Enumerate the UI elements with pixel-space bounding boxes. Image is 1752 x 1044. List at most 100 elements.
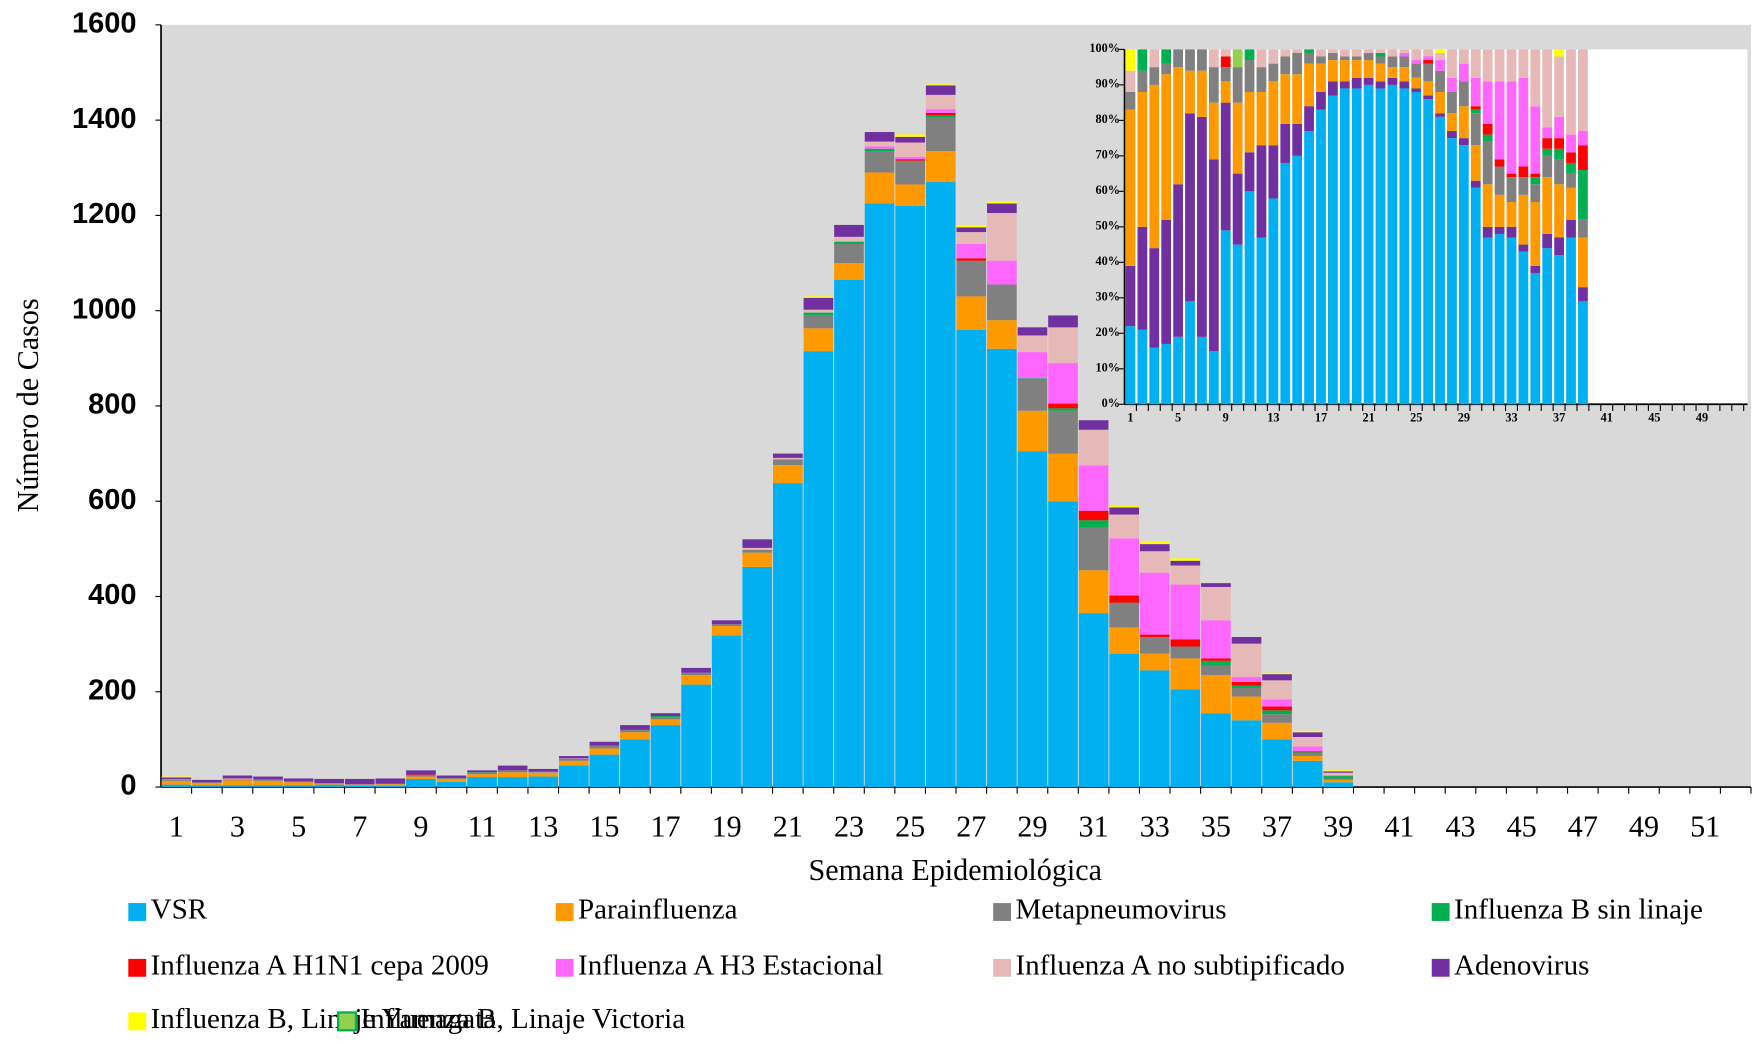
bar-segment	[834, 224, 864, 237]
bar-segment	[1447, 138, 1457, 405]
bar-segment	[1220, 56, 1231, 68]
bar-segment	[1447, 91, 1457, 114]
bar-segment	[1208, 159, 1219, 352]
bar-segment	[864, 203, 895, 788]
bar-segment	[1447, 113, 1457, 132]
x-tick-label: 17	[1315, 411, 1327, 425]
x-tick-label: 51	[1690, 809, 1720, 843]
bar-segment	[1328, 95, 1338, 405]
bar-segment	[1482, 49, 1493, 82]
bar-segment	[1232, 67, 1243, 103]
bar-segment	[1470, 187, 1481, 405]
bar-segment	[803, 328, 834, 352]
bar-segment	[773, 459, 803, 466]
bar-segment	[1566, 162, 1576, 174]
bar-segment	[987, 284, 1017, 321]
bar-segment	[1578, 301, 1588, 405]
bar-segment	[650, 719, 681, 726]
bar-segment	[925, 94, 956, 110]
bar-segment	[1328, 52, 1338, 61]
bar-segment	[222, 780, 253, 786]
bar-segment	[1109, 507, 1140, 515]
bar-segment	[956, 329, 987, 788]
bar-segment	[1482, 123, 1493, 135]
bar-segment	[1554, 184, 1564, 238]
bar-segment	[895, 156, 925, 160]
legend-swatch	[1431, 903, 1450, 921]
bar-segment	[1506, 173, 1517, 178]
bar-segment	[1470, 106, 1481, 110]
bar-segment	[222, 779, 253, 781]
bar-segment	[1578, 49, 1588, 132]
bar-segment	[620, 729, 650, 733]
bar-segment	[1375, 63, 1386, 82]
bar-segment	[1170, 560, 1201, 566]
bar-segment	[1399, 52, 1410, 57]
y-tick-label: 10%	[1096, 361, 1121, 375]
bar-segment	[558, 765, 589, 788]
bar-segment	[650, 716, 681, 718]
bar-segment	[1244, 60, 1255, 92]
bar-segment	[1506, 201, 1517, 227]
bar-segment	[1292, 155, 1303, 405]
bar-segment	[1292, 756, 1323, 761]
bar-segment	[375, 784, 406, 786]
x-tick-label: 13	[1267, 411, 1279, 425]
bar-segment	[1566, 173, 1576, 188]
bar-segment	[1316, 56, 1326, 64]
bar-segment	[1017, 379, 1048, 411]
bar-segment	[1458, 81, 1469, 107]
bar-segment	[1411, 77, 1422, 89]
bar-segment	[1542, 177, 1553, 234]
y-tick-label: 0%	[1102, 396, 1120, 410]
bar-segment	[1125, 70, 1136, 92]
bar-segment	[1280, 74, 1291, 124]
bar-segment	[834, 241, 864, 244]
bar-segment	[1435, 91, 1445, 114]
bar-segment	[1231, 685, 1262, 688]
bar-segment	[1399, 49, 1410, 53]
bar-segment	[1316, 109, 1326, 405]
bar-segment	[1220, 230, 1231, 405]
bar-segment	[1017, 352, 1048, 379]
bar-segment	[1220, 102, 1231, 231]
y-axis-label: Número de Casos	[11, 298, 45, 512]
bar-segment	[1149, 248, 1160, 348]
bar-segment	[161, 776, 192, 778]
bar-segment	[1048, 327, 1078, 364]
bar-segment	[314, 783, 345, 785]
bar-segment	[436, 778, 467, 782]
bar-segment	[1173, 184, 1183, 337]
x-tick-label: 1	[1127, 411, 1133, 425]
bar-segment	[1201, 660, 1231, 666]
bar-segment	[222, 785, 253, 788]
x-tick-label: 37	[1262, 809, 1292, 843]
bar-segment	[1578, 287, 1588, 302]
bar-segment	[1542, 148, 1553, 156]
legend-label: Influenza B sin linaje	[1454, 894, 1703, 926]
y-tick-label: 0	[120, 770, 136, 802]
bar-segment	[1423, 60, 1434, 64]
bar-segment	[1292, 730, 1323, 733]
bar-segment	[1506, 81, 1517, 174]
bar-segment	[1323, 776, 1354, 779]
bar-segment	[192, 779, 222, 783]
bar-segment	[1292, 123, 1303, 156]
bar-segment	[1280, 123, 1291, 163]
x-tick-label: 47	[1568, 809, 1598, 843]
bar-segment	[1494, 233, 1505, 405]
bar-segment	[1078, 420, 1109, 430]
bar-segment	[956, 232, 987, 244]
bar-segment	[1578, 145, 1588, 171]
bar-segment	[773, 457, 803, 460]
bar-segment	[1161, 219, 1172, 344]
bar-segment	[864, 151, 895, 173]
bar-segment	[803, 309, 834, 313]
bar-segment	[1173, 336, 1183, 405]
bar-segment	[1375, 49, 1386, 53]
bar-segment	[711, 624, 742, 627]
x-tick-label: 23	[834, 809, 864, 843]
bar-segment	[344, 778, 375, 785]
bar-segment	[1530, 177, 1541, 185]
